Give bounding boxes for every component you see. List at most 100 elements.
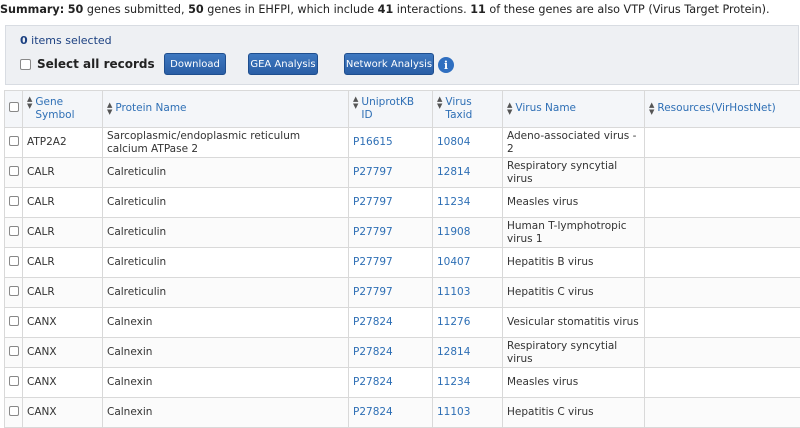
virus-name-cell: Respiratory syncytial virus [503, 158, 645, 188]
virus-taxid-link[interactable]: 10804 [433, 128, 503, 158]
gea-analysis-button[interactable]: GEA Analysis [248, 53, 318, 75]
uniprot-id-link[interactable]: P27824 [349, 368, 433, 398]
sort-icon[interactable]: ▲▼ [507, 102, 512, 116]
virus-taxid-link[interactable]: 12814 [433, 158, 503, 188]
protein-name-cell: Calnexin [103, 338, 349, 368]
summary-text-1: genes submitted, [83, 3, 188, 16]
virus-taxid-link[interactable]: 10407 [433, 248, 503, 278]
uniprot-id-link[interactable]: P27824 [349, 398, 433, 428]
row-checkbox[interactable] [9, 136, 19, 146]
resources-cell [645, 188, 800, 218]
virus-name-cell: Vesicular stomatitis virus [503, 308, 645, 338]
resources-cell [645, 248, 800, 278]
summary-label: Summary [0, 3, 60, 16]
summary-text-2: genes in EHFPI, which include [204, 3, 378, 16]
row-select-cell [5, 398, 23, 428]
resources-cell [645, 398, 800, 428]
selection-toolbar: 0 items selected Select all records Down… [5, 25, 799, 85]
row-checkbox[interactable] [9, 286, 19, 296]
sort-icon[interactable]: ▲▼ [353, 96, 358, 110]
virus-name-cell: Hepatitis C virus [503, 398, 645, 428]
summary-text-3: interactions. [393, 3, 470, 16]
select-all-checkbox[interactable] [20, 59, 31, 70]
row-checkbox[interactable] [9, 196, 19, 206]
row-select-cell [5, 278, 23, 308]
row-checkbox[interactable] [9, 256, 19, 266]
header-virus-name[interactable]: ▲▼Virus Name [503, 91, 645, 128]
virus-taxid-link[interactable]: 11103 [433, 398, 503, 428]
sort-icon[interactable]: ▲▼ [107, 102, 112, 116]
virus-name-cell: Hepatitis C virus [503, 278, 645, 308]
virus-taxid-link[interactable]: 11908 [433, 218, 503, 248]
gene-symbol-cell: CALR [23, 188, 103, 218]
protein-name-cell: Calreticulin [103, 218, 349, 248]
network-analysis-button[interactable]: Network Analysis [344, 53, 434, 75]
virus-taxid-link[interactable]: 11234 [433, 188, 503, 218]
sort-icon[interactable]: ▲▼ [437, 96, 442, 110]
uniprot-id-link[interactable]: P27797 [349, 158, 433, 188]
virus-name-cell: Respiratory syncytial virus [503, 338, 645, 368]
virus-name-cell: Adeno-associated virus - 2 [503, 128, 645, 158]
resources-cell [645, 368, 800, 398]
header-checkbox[interactable] [9, 102, 19, 112]
row-checkbox[interactable] [9, 376, 19, 386]
row-checkbox[interactable] [9, 226, 19, 236]
uniprot-id-link[interactable]: P27797 [349, 188, 433, 218]
info-icon[interactable]: i [438, 57, 454, 73]
uniprot-id-link[interactable]: P27824 [349, 338, 433, 368]
gene-symbol-cell: ATP2A2 [23, 128, 103, 158]
virus-taxid-link[interactable]: 11234 [433, 368, 503, 398]
row-checkbox[interactable] [9, 406, 19, 416]
row-select-cell [5, 158, 23, 188]
uniprot-id-link[interactable]: P27797 [349, 278, 433, 308]
resources-cell [645, 308, 800, 338]
header-virus-taxid[interactable]: ▲▼Virus Taxid [433, 91, 503, 128]
resources-cell [645, 278, 800, 308]
sort-icon[interactable]: ▲▼ [649, 102, 654, 116]
selected-count: 0 items selected [20, 34, 112, 47]
uniprot-id-link[interactable]: P16615 [349, 128, 433, 158]
resources-cell [645, 128, 800, 158]
resources-cell [645, 218, 800, 248]
gene-symbol-cell: CANX [23, 338, 103, 368]
row-checkbox[interactable] [9, 316, 19, 326]
protein-name-cell: Calnexin [103, 368, 349, 398]
virus-taxid-link[interactable]: 11103 [433, 278, 503, 308]
virus-taxid-link[interactable]: 11276 [433, 308, 503, 338]
header-gene-symbol[interactable]: ▲▼Gene Symbol [23, 91, 103, 128]
sort-icon[interactable]: ▲▼ [27, 96, 32, 110]
results-table: ▲▼Gene Symbol ▲▼Protein Name ▲▼UniprotKB… [4, 90, 800, 428]
virus-taxid-link[interactable]: 12814 [433, 338, 503, 368]
header-uniprot-id[interactable]: ▲▼UniprotKB ID [349, 91, 433, 128]
protein-name-cell: Calnexin [103, 398, 349, 428]
uniprot-id-link[interactable]: P27797 [349, 248, 433, 278]
row-select-cell [5, 338, 23, 368]
uniprot-id-link[interactable]: P27797 [349, 218, 433, 248]
row-checkbox[interactable] [9, 166, 19, 176]
download-button[interactable]: Download [164, 53, 226, 75]
row-select-cell [5, 308, 23, 338]
genes-submitted-count: 50 [68, 3, 84, 16]
uniprot-id-link[interactable]: P27824 [349, 308, 433, 338]
header-resources[interactable]: ▲▼Resources(VirHostNet) [645, 91, 800, 128]
gene-symbol-cell: CALR [23, 218, 103, 248]
selected-count-value: 0 [20, 34, 28, 47]
protein-name-cell: Calreticulin [103, 248, 349, 278]
header-protein-name[interactable]: ▲▼Protein Name [103, 91, 349, 128]
virus-name-cell: Measles virus [503, 188, 645, 218]
gene-symbol-cell: CANX [23, 368, 103, 398]
protein-name-cell: Calreticulin [103, 278, 349, 308]
protein-name-cell: Calnexin [103, 308, 349, 338]
protein-name-cell: Calreticulin [103, 188, 349, 218]
row-checkbox[interactable] [9, 346, 19, 356]
resources-cell [645, 158, 800, 188]
select-all-records[interactable]: Select all records [20, 57, 155, 71]
protein-name-cell: Calreticulin [103, 158, 349, 188]
table-header-row: ▲▼Gene Symbol ▲▼Protein Name ▲▼UniprotKB… [5, 91, 800, 128]
